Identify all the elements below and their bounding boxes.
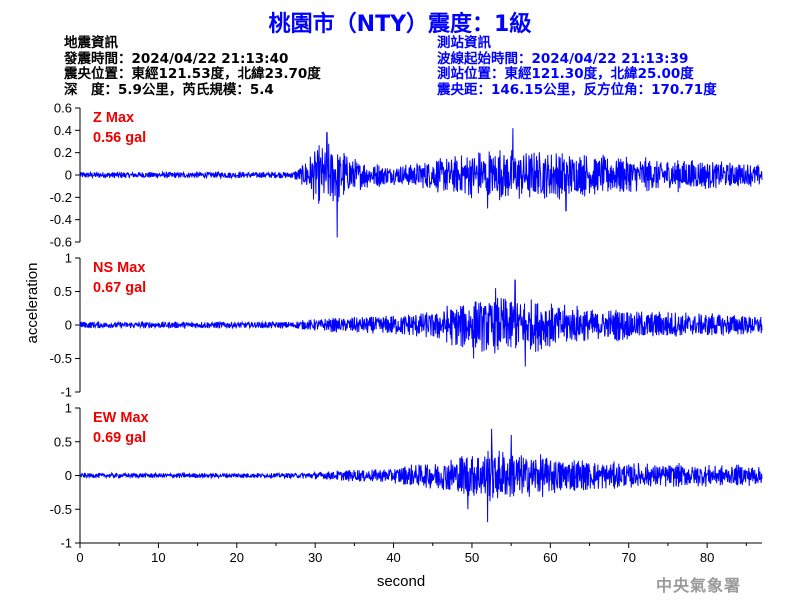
- origin-time: 發震時間：2024/04/22 21:13:40: [64, 50, 289, 67]
- y-tick-label: 0.2: [54, 145, 72, 160]
- y-tick-label: -1: [60, 385, 72, 400]
- y-tick-label: 1: [65, 251, 72, 266]
- y-tick-label: 0: [65, 168, 72, 183]
- y-tick-label: 0: [65, 318, 72, 333]
- station-info-panel: 測站資訊 波線起始時間：2024/04/22 21:13:39 測站位置：東經1…: [437, 35, 717, 98]
- x-tick-label: 70: [622, 550, 636, 565]
- chart-title: 桃園市（NTY）震度：1級: [268, 12, 532, 37]
- max-value-z: 0.56 gal: [93, 130, 146, 146]
- y-tick-label: 0.5: [54, 434, 72, 449]
- waveform-trace-ew: [79, 428, 763, 523]
- y-axis-title: acceleration: [24, 263, 41, 344]
- x-tick-label: 20: [230, 550, 244, 565]
- x-tick-label: 80: [700, 550, 714, 565]
- wave-start-time: 波線起始時間：2024/04/22 21:13:39: [437, 50, 689, 67]
- y-tick-label: -0.2: [50, 190, 72, 205]
- epicentral-distance: 震央距：146.15公里，反方位角：170.71度: [437, 81, 717, 98]
- max-label-z: Z Max: [93, 110, 134, 126]
- max-label-ns: NS Max: [93, 260, 145, 276]
- max-value-ew: 0.69 gal: [93, 430, 146, 446]
- y-tick-label: 0.5: [54, 284, 72, 299]
- x-tick-label: 0: [76, 550, 83, 565]
- epicenter-location: 震央位置：東經121.53度，北緯23.70度: [64, 66, 321, 82]
- x-tick-label: 50: [465, 550, 479, 565]
- y-tick-label: 0.4: [54, 123, 72, 138]
- x-tick-label: 40: [386, 550, 400, 565]
- y-tick-label: 0.6: [54, 101, 72, 116]
- max-label-ew: EW Max: [93, 410, 149, 426]
- y-tick-label: -1: [60, 536, 72, 551]
- y-tick-label: 1: [65, 401, 72, 416]
- station-info-heading: 測站資訊: [437, 35, 491, 51]
- waveform-trace-z: [79, 128, 763, 238]
- depth-magnitude: 深 度：5.9公里，芮氏規模：5.4: [64, 81, 274, 98]
- agency-watermark: 中央氣象署: [656, 576, 742, 595]
- y-tick-label: 0: [65, 468, 72, 483]
- waveform-trace-ns: [79, 279, 763, 367]
- y-tick-label: -0.5: [50, 351, 72, 366]
- y-tick-label: -0.5: [50, 502, 72, 517]
- x-tick-label: 10: [151, 550, 165, 565]
- x-tick-label: 30: [308, 550, 322, 565]
- quake-info-heading: 地震資訊: [64, 35, 118, 51]
- y-tick-label: -0.4: [50, 212, 72, 227]
- x-axis-title: second: [377, 573, 425, 590]
- max-value-ns: 0.67 gal: [93, 280, 146, 296]
- station-location: 測站位置：東經121.30度，北緯25.00度: [437, 66, 694, 82]
- y-tick-label: -0.6: [50, 235, 72, 250]
- x-tick-label: 60: [543, 550, 557, 565]
- quake-info-panel: 地震資訊 發震時間：2024/04/22 21:13:40 震央位置：東經121…: [64, 35, 321, 98]
